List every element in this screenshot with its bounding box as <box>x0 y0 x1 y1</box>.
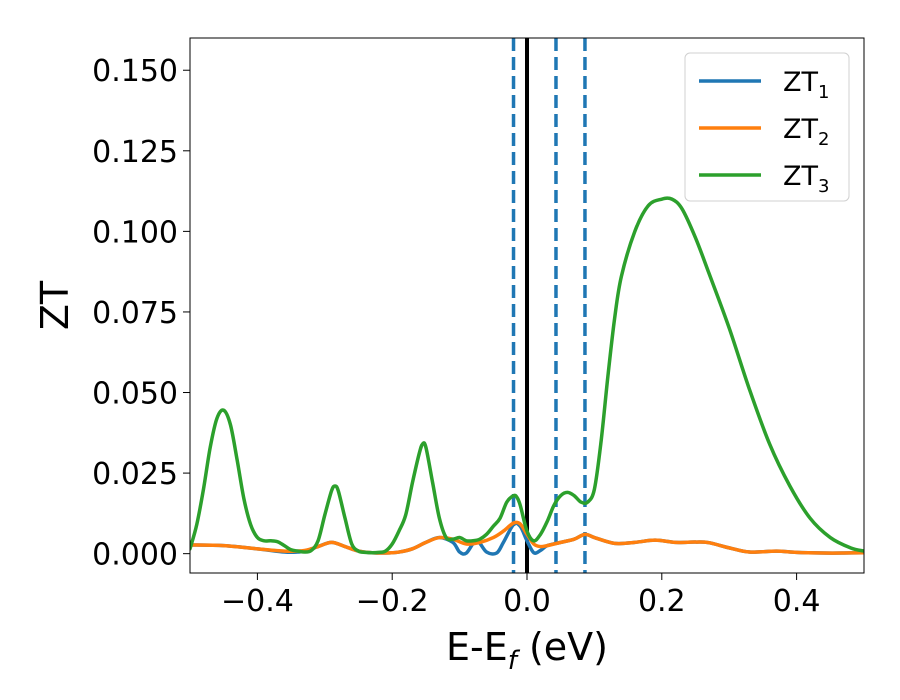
y-tick-label: 0.000 <box>92 538 178 573</box>
legend: ZT1 ZT2 ZT3 <box>684 52 850 202</box>
x-tick-label: 0.2 <box>638 584 686 619</box>
vertical-markers <box>511 38 587 573</box>
legend-label-zt3: ZT3 <box>783 161 829 197</box>
x-tick-label: 0.4 <box>773 584 821 619</box>
y-tick-label: 0.125 <box>92 135 178 170</box>
y-axis-label: ZT <box>33 280 77 330</box>
y-tick-label: 0.075 <box>92 296 178 331</box>
y-tick-label: 0.100 <box>92 215 178 250</box>
y-tick-label: 0.050 <box>92 377 178 412</box>
x-axis-label: E-Ef (eV) <box>446 625 608 676</box>
legend-label-zt1: ZT1 <box>783 67 829 103</box>
x-tick-label: 0.0 <box>503 584 551 619</box>
legend-box <box>684 52 850 202</box>
x-tick-label: −0.4 <box>221 584 294 619</box>
y-axis-ticks: 0.000 0.025 0.050 0.075 0.100 0.125 0.150 <box>92 54 190 573</box>
series-line-zt2 <box>190 520 864 555</box>
y-tick-label: 0.150 <box>92 54 178 89</box>
series-lines <box>190 196 864 556</box>
legend-label-zt2: ZT2 <box>783 114 829 150</box>
x-axis-label-unit: (eV) <box>517 625 608 669</box>
series-line-zt3 <box>190 196 864 555</box>
x-axis-label-main: E-E <box>446 625 508 669</box>
y-tick-label: 0.025 <box>92 457 178 492</box>
x-tick-label: −0.2 <box>356 584 429 619</box>
x-axis-ticks: −0.4 −0.2 0.0 0.2 0.4 <box>221 573 820 619</box>
